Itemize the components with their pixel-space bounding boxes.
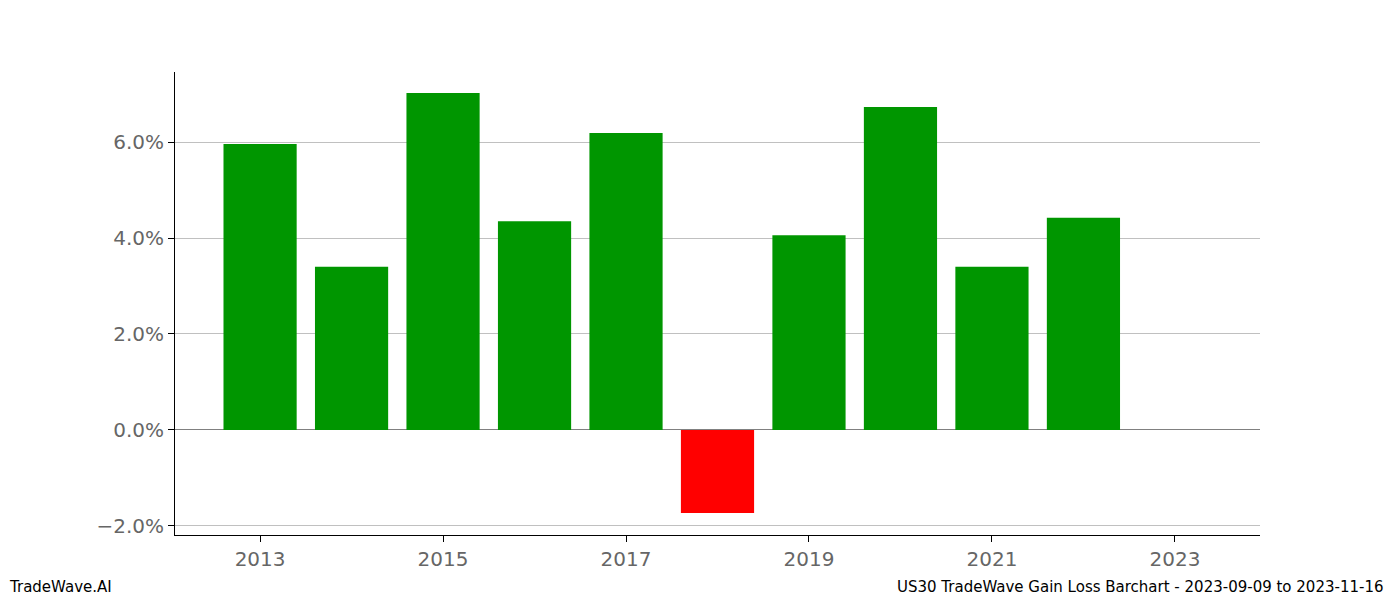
svg-text:−2.0%: −2.0% — [96, 514, 164, 538]
svg-text:2023: 2023 — [1149, 547, 1200, 571]
svg-text:6.0%: 6.0% — [113, 130, 164, 154]
svg-text:TradeWave.AI: TradeWave.AI — [9, 578, 112, 596]
svg-text:2021: 2021 — [966, 547, 1017, 571]
svg-text:2019: 2019 — [784, 547, 835, 571]
svg-text:4.0%: 4.0% — [113, 226, 164, 250]
svg-text:2.0%: 2.0% — [113, 322, 164, 346]
svg-text:2015: 2015 — [418, 547, 469, 571]
svg-text:US30 TradeWave Gain Loss Barch: US30 TradeWave Gain Loss Barchart - 2023… — [897, 578, 1384, 596]
svg-text:2013: 2013 — [235, 547, 286, 571]
svg-text:2017: 2017 — [601, 547, 652, 571]
svg-text:0.0%: 0.0% — [113, 418, 164, 442]
